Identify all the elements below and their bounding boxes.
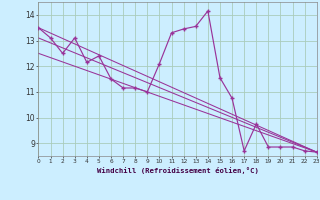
X-axis label: Windchill (Refroidissement éolien,°C): Windchill (Refroidissement éolien,°C) bbox=[97, 167, 259, 174]
